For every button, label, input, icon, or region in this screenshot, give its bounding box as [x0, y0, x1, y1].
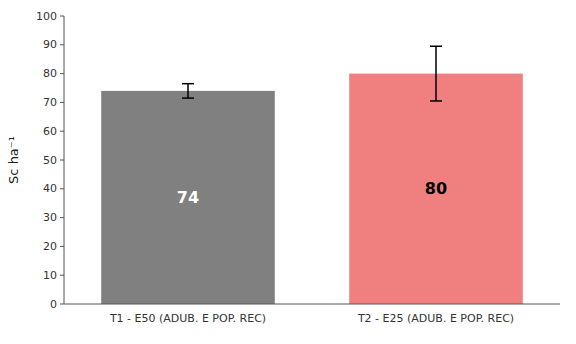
y-tick-label: 30 [43, 211, 57, 224]
y-tick-label: 80 [43, 67, 57, 80]
data-label: 74 [177, 188, 199, 207]
plot-area [101, 46, 523, 304]
y-tick [60, 304, 64, 305]
y-tick [60, 16, 64, 17]
data-label: 80 [425, 179, 447, 198]
bar [349, 74, 523, 304]
x-tick-label: T2 - E25 (ADUB. E POP. REC) [357, 312, 514, 325]
bar [101, 91, 275, 304]
error-bar [182, 84, 194, 98]
y-tick [60, 160, 64, 161]
y-tick [60, 102, 64, 103]
y-tick-label: 40 [43, 182, 57, 195]
x-axis-line [64, 304, 560, 305]
y-tick [60, 73, 64, 74]
y-axis-label: Sc ha⁻¹ [6, 136, 21, 184]
error-bar [430, 46, 442, 101]
y-tick-label: 60 [43, 125, 57, 138]
y-tick [60, 188, 64, 189]
y-tick [60, 246, 64, 247]
y-tick-label: 100 [36, 10, 57, 23]
y-tick-label: 70 [43, 96, 57, 109]
y-tick-label: 10 [43, 269, 57, 282]
x-tick-label: T1 - E50 (ADUB. E POP. REC) [109, 312, 266, 325]
y-tick-label: 50 [43, 154, 57, 167]
y-tick [60, 275, 64, 276]
y-tick [60, 131, 64, 132]
y-tick-label: 90 [43, 38, 57, 51]
y-tick-label: 20 [43, 240, 57, 253]
y-tick [60, 217, 64, 218]
y-tick [60, 44, 64, 45]
y-tick-label: 0 [50, 298, 57, 311]
chart: 74 80 0 10 20 30 40 50 60 70 80 90 100 T1 - E50 (ADUB… [0, 0, 576, 344]
